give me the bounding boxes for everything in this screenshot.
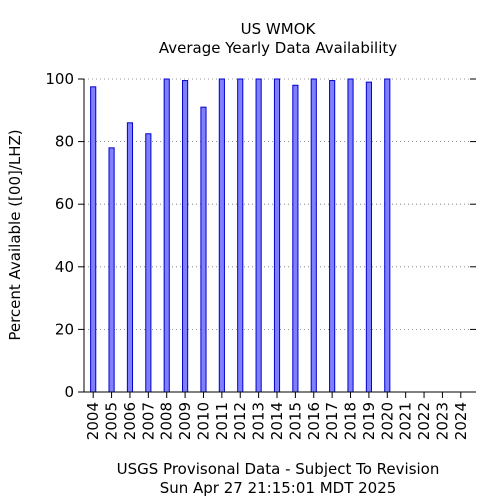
y-axis-label: Percent Available ([00]/LHZ) [6,129,24,340]
x-tick-label: 2005 [103,402,121,440]
x-tick-label: 2017 [323,402,341,440]
chart-title: US WMOK [241,20,317,38]
x-tick-label: 2024 [452,402,470,440]
x-tick-label: 2020 [378,402,396,440]
bar-2018 [347,78,354,393]
footer-disclaimer: USGS Provisonal Data - Subject To Revisi… [117,460,440,478]
x-tick-labels: 2004 2005 2006 2007 2008 2009 2010 2011 2012 2013… [84,402,470,440]
x-tick-label: 2016 [305,402,323,440]
bar-2015 [292,84,299,393]
x-tick-label: 2019 [360,402,378,440]
y-tick-label: 20 [55,320,74,338]
chart-subtitle: Average Yearly Data Availability [159,39,397,57]
y-tick-label: 0 [64,383,74,401]
bar-2013 [255,78,262,393]
bar-2006 [126,122,134,393]
y-tick-labels: 0 20 40 60 80 100 [45,70,74,401]
x-tick-label: 2013 [250,402,268,440]
footer-timestamp: Sun Apr 27 21:15:01 MDT 2025 [160,479,397,497]
bar-2005 [108,147,115,393]
y-tick-label: 80 [55,133,74,151]
bar-2017 [329,80,336,393]
x-tick-label: 2022 [415,402,433,440]
x-tick-label: 2023 [433,402,451,440]
bar-2009 [182,80,189,393]
x-tick-label: 2008 [158,402,176,440]
bar-2016 [310,78,317,393]
x-tick-label: 2011 [213,402,231,440]
x-tick-label: 2014 [268,402,286,440]
bar-2019 [365,81,372,393]
y-tick-label: 100 [45,70,74,88]
bar-2014 [273,78,281,393]
bars [90,78,391,393]
x-tick-label: 2012 [231,402,249,440]
y-tick-label: 40 [55,258,74,276]
x-tick-label: 2007 [139,402,157,440]
x-tick-label: 2009 [176,402,194,440]
bar-2010 [200,106,207,393]
x-tick-label: 2004 [84,402,102,440]
bar-2008 [163,78,170,393]
bar-2020 [384,78,391,393]
bar-2012 [237,78,244,393]
axes [78,78,476,398]
y-tick-label: 60 [55,195,74,213]
x-tick-label: 2006 [121,402,139,440]
bar-2004 [90,86,97,393]
x-tick-label: 2015 [286,402,304,440]
x-tick-label: 2018 [342,402,360,440]
x-tick-label: 2010 [194,402,212,440]
bar-2011 [218,78,225,393]
x-tick-label: 2021 [397,402,415,440]
bar-2007 [145,133,152,393]
